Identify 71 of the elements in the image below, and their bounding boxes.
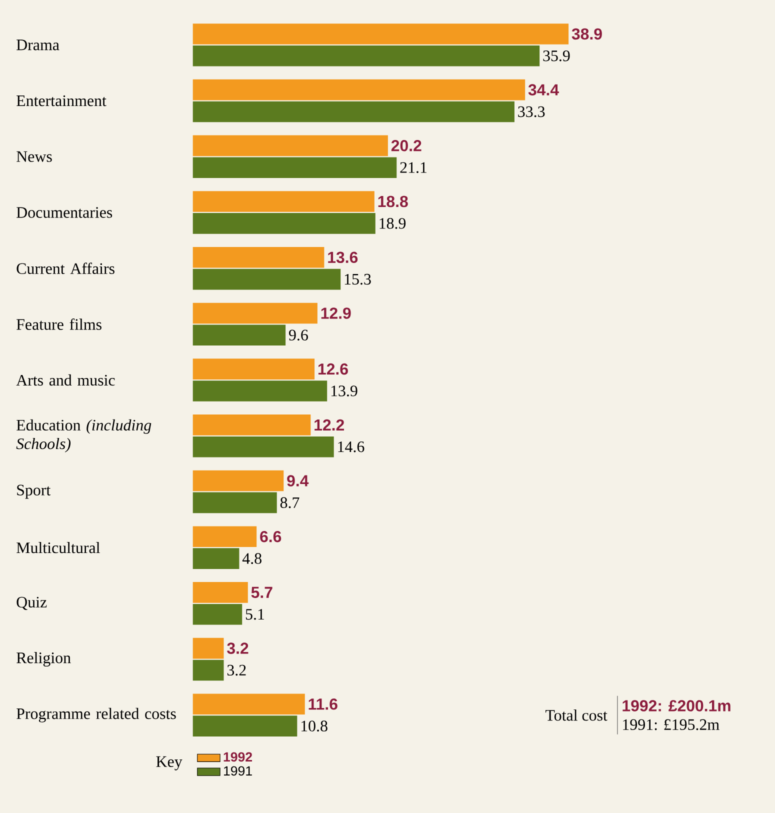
bar [192,79,526,100]
bar [192,604,242,625]
bar [192,526,257,548]
data-label: 3.2 [226,642,248,654]
bar [192,380,328,402]
y-tick-label: Arts and music [16,374,115,386]
data-label: 9.4 [287,475,309,486]
y-tick-label: Entertainment [16,95,106,106]
bar [192,660,224,681]
y-tick-label: Multicultural [16,542,100,554]
y-tick-label: Feature films [16,318,102,330]
bar [192,638,224,659]
bar [192,246,324,268]
y-tick-label: Religion [16,652,71,667]
text: 1991: £195.2m [623,719,720,730]
bar [192,436,334,458]
y-tick-label: Programme related costs [16,708,176,722]
data-label: 13.6 [328,252,358,264]
y-tick-label: Sport [17,484,50,499]
data-label: 15.3 [344,274,371,285]
data-label: 3.2 [227,664,246,676]
data-label: 18.8 [378,196,408,208]
bar [192,302,318,324]
bar [192,582,248,603]
bar [192,135,388,156]
bar [192,268,341,290]
data-label: 12.6 [318,363,348,375]
y-tick-label: Current Affairs [16,262,114,274]
bar [192,191,374,212]
data-label: 13.9 [331,386,358,396]
bar [192,213,376,234]
bar [192,414,311,436]
data-label: 35.9 [543,50,570,62]
bar [192,101,514,122]
bar [192,324,286,346]
data-label: 5.1 [246,609,264,620]
legend-title: Key [156,756,182,770]
bar [192,716,298,736]
y-tick-label: Education (including Schools) [16,419,152,452]
data-label: 5.7 [251,586,272,598]
data-label: 14.6 [338,441,364,452]
bar [192,492,277,514]
legend-label: 1991 [224,766,252,776]
text: 1992: £200.1m [622,700,730,712]
data-label: 21.1 [400,162,426,173]
data-label: 12.2 [314,419,344,430]
bar [192,157,397,178]
y-tick-label: Quiz [16,596,47,610]
bar [192,24,568,44]
data-label: 6.6 [260,530,282,542]
data-label: 12.9 [321,308,351,319]
annotation: Total cost [545,710,608,721]
data-label: 11.6 [308,698,338,710]
data-label: 8.7 [280,497,300,508]
data-label: 34.4 [528,84,559,96]
data-label: 10.8 [301,720,328,732]
data-label: 38.9 [572,28,602,40]
data-label: 18.9 [380,218,406,229]
y-tick-label: Drama [16,40,60,50]
bar [192,46,540,66]
data-label: 20.2 [391,140,422,152]
bar [192,548,240,569]
data-label: 33.3 [518,106,545,118]
bar [192,358,314,380]
data-label: 9.6 [288,330,308,341]
data-label: 4.8 [242,553,262,564]
y-tick-label: News [16,151,52,162]
bar [192,470,284,492]
bar [192,694,305,715]
y-tick-label: Documentaries [16,207,112,218]
legend-label: 1992 [224,752,252,762]
